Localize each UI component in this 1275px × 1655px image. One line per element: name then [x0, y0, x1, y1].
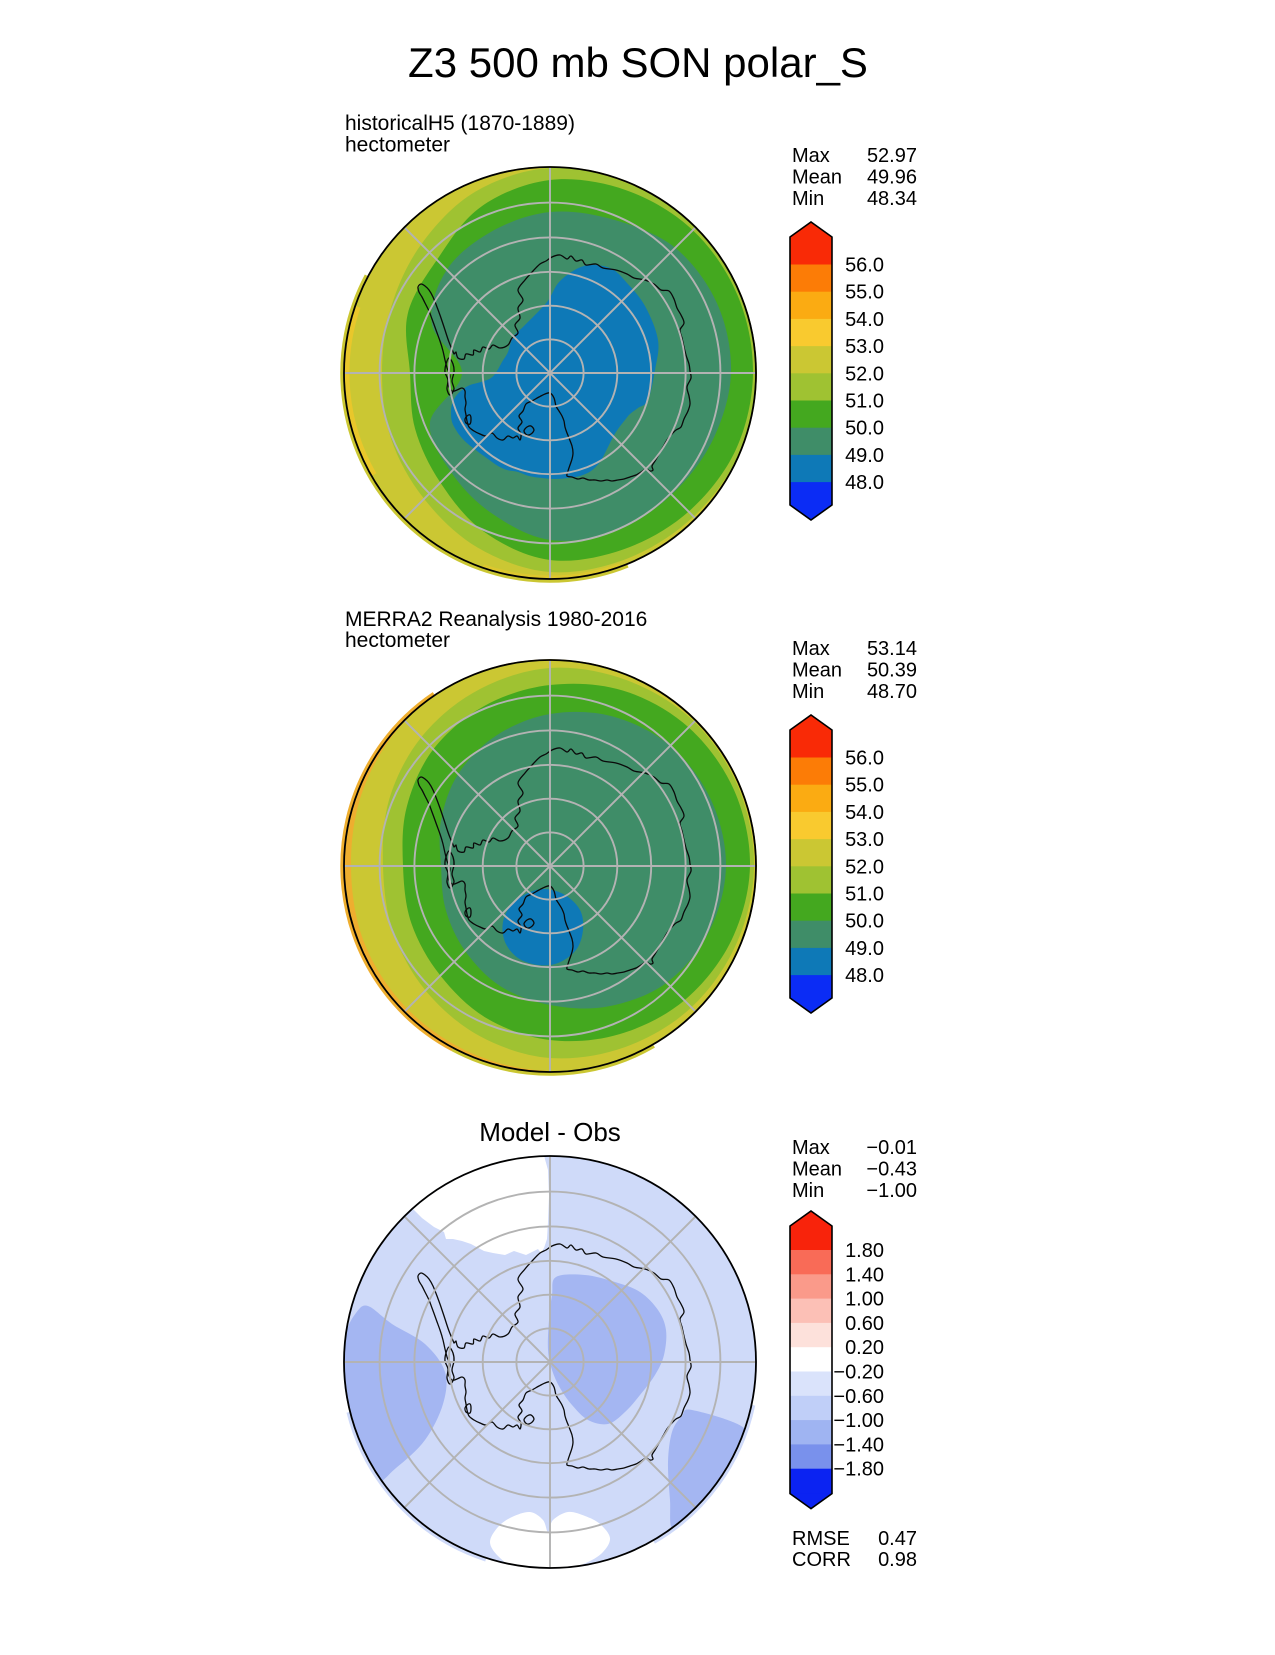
svg-text:48.34: 48.34 [867, 188, 917, 210]
svg-text:hectometer: hectometer [345, 134, 450, 157]
svg-text:54.0: 54.0 [845, 802, 884, 824]
svg-text:55.0: 55.0 [845, 282, 884, 304]
svg-text:48.70: 48.70 [867, 681, 917, 703]
svg-text:52.0: 52.0 [845, 363, 884, 385]
svg-text:−0.01: −0.01 [866, 1137, 917, 1159]
svg-text:Mean: Mean [792, 167, 842, 189]
svg-text:0.60: 0.60 [845, 1313, 884, 1335]
svg-text:−0.60: −0.60 [833, 1386, 884, 1408]
svg-text:52.0: 52.0 [845, 856, 884, 878]
svg-text:RMSE: RMSE [792, 1528, 850, 1550]
svg-text:56.0: 56.0 [845, 255, 884, 277]
svg-text:56.0: 56.0 [845, 748, 884, 770]
svg-text:−1.40: −1.40 [833, 1434, 884, 1456]
svg-text:50.39: 50.39 [867, 660, 917, 682]
svg-text:Mean: Mean [792, 660, 842, 682]
svg-text:historicalH5 (1870-1889): historicalH5 (1870-1889) [345, 112, 575, 135]
svg-text:Z3 500 mb SON polar_S: Z3 500 mb SON polar_S [408, 39, 868, 86]
svg-text:49.0: 49.0 [845, 445, 884, 467]
svg-text:53.0: 53.0 [845, 829, 884, 851]
svg-text:Max: Max [792, 1137, 830, 1159]
svg-text:−1.00: −1.00 [833, 1410, 884, 1432]
svg-text:52.97: 52.97 [867, 145, 917, 167]
svg-text:−1.80: −1.80 [833, 1459, 884, 1481]
svg-text:53.0: 53.0 [845, 336, 884, 358]
svg-text:55.0: 55.0 [845, 775, 884, 797]
svg-text:Mean: Mean [792, 1159, 842, 1181]
svg-text:−0.43: −0.43 [866, 1159, 917, 1181]
svg-text:Max: Max [792, 145, 830, 167]
svg-text:Min: Min [792, 1180, 824, 1202]
svg-text:53.14: 53.14 [867, 638, 917, 660]
svg-text:1.00: 1.00 [845, 1289, 884, 1311]
svg-text:49.0: 49.0 [845, 938, 884, 960]
svg-text:0.47: 0.47 [878, 1528, 917, 1550]
svg-text:1.80: 1.80 [845, 1240, 884, 1262]
svg-text:hectometer: hectometer [345, 629, 450, 652]
svg-text:Max: Max [792, 638, 830, 660]
svg-text:0.98: 0.98 [878, 1549, 917, 1571]
svg-text:0.20: 0.20 [845, 1337, 884, 1359]
svg-text:Min: Min [792, 188, 824, 210]
svg-text:51.0: 51.0 [845, 391, 884, 413]
svg-text:48.0: 48.0 [845, 472, 884, 494]
svg-text:54.0: 54.0 [845, 309, 884, 331]
svg-text:Min: Min [792, 681, 824, 703]
svg-text:50.0: 50.0 [845, 911, 884, 933]
svg-text:−1.00: −1.00 [866, 1180, 917, 1202]
svg-text:48.0: 48.0 [845, 965, 884, 987]
svg-text:CORR: CORR [792, 1549, 851, 1571]
svg-text:Model - Obs: Model - Obs [479, 1117, 621, 1147]
svg-text:51.0: 51.0 [845, 884, 884, 906]
svg-text:49.96: 49.96 [867, 167, 917, 189]
svg-text:1.40: 1.40 [845, 1264, 884, 1286]
svg-text:MERRA2 Reanalysis 1980-2016: MERRA2 Reanalysis 1980-2016 [345, 608, 647, 631]
svg-text:−0.20: −0.20 [833, 1362, 884, 1384]
svg-text:50.0: 50.0 [845, 418, 884, 440]
